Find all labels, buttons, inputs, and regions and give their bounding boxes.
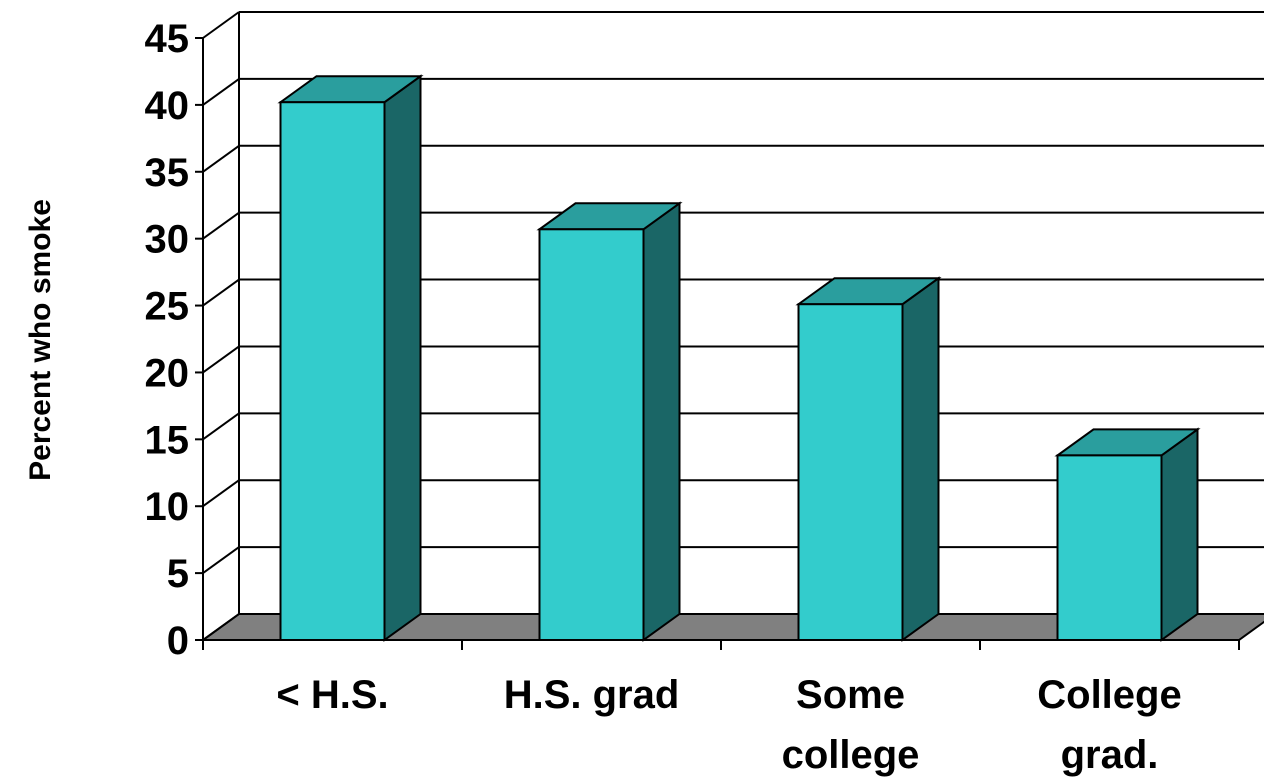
y-tick-label: 30 (145, 218, 190, 262)
x-category-label: grad. (1061, 733, 1159, 777)
bar-front (797, 303, 904, 641)
y-tick-labels: 0 5 10 15 20 25 30 35 40 45 (145, 17, 190, 663)
bar-front (279, 101, 386, 642)
bar-side (642, 201, 681, 642)
side-gridline (202, 412, 240, 441)
x-category-label: < H.S. (276, 673, 388, 717)
y-tick-label: 25 (145, 285, 190, 329)
bar-front (538, 228, 645, 641)
x-category-label: college (782, 733, 920, 777)
y-tick-label: 35 (145, 151, 190, 195)
y-tick-label: 5 (167, 552, 189, 596)
side-gridline (202, 546, 240, 574)
side-gridline (202, 144, 240, 173)
y-tick-label: 15 (145, 418, 190, 462)
y-tick-label: 40 (145, 84, 190, 128)
y-tick-label: 20 (145, 351, 190, 395)
bar-side (1160, 427, 1199, 642)
x-category-label: H.S. grad (504, 673, 680, 717)
x-category-label: Some (796, 673, 905, 717)
side-gridline (202, 345, 240, 374)
side-gridline (202, 78, 240, 106)
side-gridline (202, 479, 240, 508)
side-gridline (202, 278, 240, 307)
bar (795, 276, 942, 642)
side-gridline (202, 11, 240, 39)
bar-side (383, 74, 422, 642)
side-gridline (202, 613, 240, 641)
y-tick-label: 45 (145, 17, 190, 61)
side-gridline (202, 211, 240, 240)
y-axis-title: Percent who smoke (24, 199, 57, 481)
y-tick-label: 0 (167, 619, 189, 663)
x-category-labels: < H.S. H.S. grad Some college College grad. (276, 673, 1181, 777)
chart-bars (277, 74, 1201, 642)
bar-front (1056, 454, 1163, 641)
bar (536, 201, 683, 642)
y-tick-label: 10 (145, 485, 190, 529)
bar (277, 74, 424, 642)
bar (1054, 427, 1201, 642)
bar-side (901, 276, 940, 642)
x-category-label: College (1037, 673, 1181, 717)
